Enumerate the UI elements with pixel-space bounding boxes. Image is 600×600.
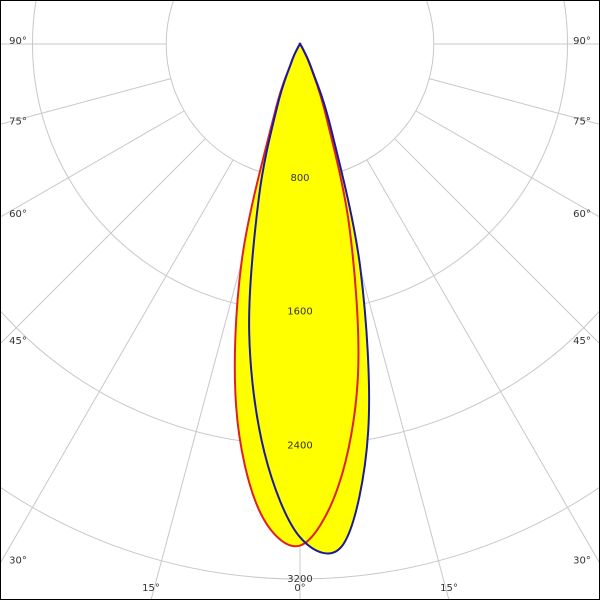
angle-label: 60° [9,209,27,220]
marks [233,42,371,555]
angle-label: 75° [9,116,27,127]
radial-line [366,159,600,564]
angle-label: 30° [573,556,591,567]
radial-line [0,110,185,218]
angle-label: 0° [294,583,305,594]
angle-label: 15° [142,583,160,594]
r-tick-label: 2400 [287,440,312,451]
r-tick-label: 1600 [287,307,312,318]
angle-label: 15° [440,583,458,594]
angle-label: 60° [573,209,591,220]
radial-line [0,138,206,345]
angle-label: 45° [573,336,591,347]
angle-label: 90° [573,36,591,47]
angle-label: 45° [9,336,27,347]
radial-line [415,110,600,218]
radial-line [0,78,171,125]
angle-label: 75° [573,116,591,127]
radial-line [429,78,600,125]
angle-label: 30° [9,556,27,567]
labels: 0° 15° 15° 30° 30° 45° 45° 60° 60° 75° 75° 90° 90° 80… [9,36,591,594]
radial-line [394,138,600,345]
r-tick-label: 3200 [287,574,312,585]
r-tick-label: 800 [290,173,309,184]
angle-label: 90° [9,36,27,47]
radial-line [0,159,234,564]
intensity-curve [248,42,371,555]
